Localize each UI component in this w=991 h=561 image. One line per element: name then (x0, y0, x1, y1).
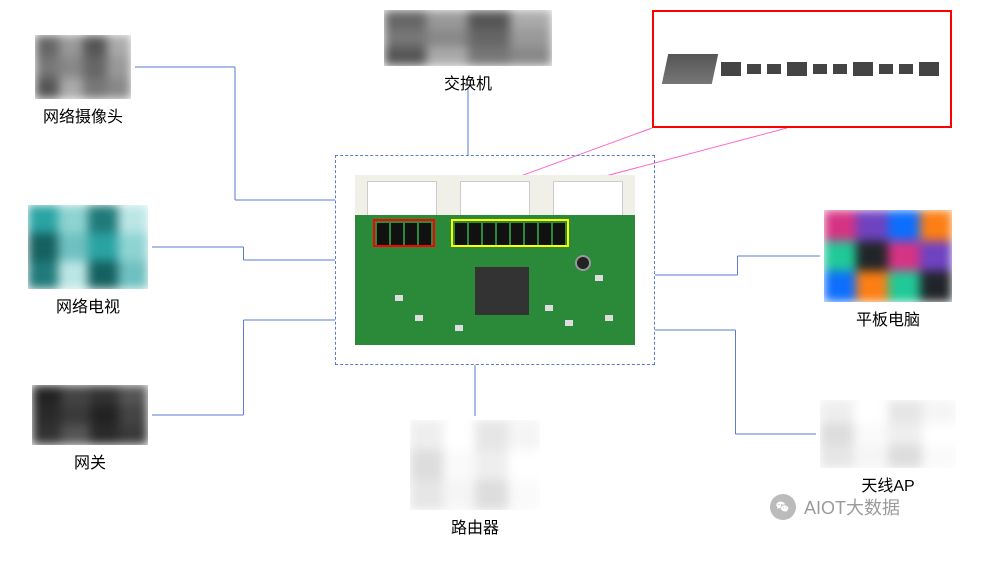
tablet-image (824, 210, 952, 302)
tv-image (28, 205, 148, 289)
ap-image (820, 400, 956, 468)
pcb-ports (355, 175, 635, 215)
router-image (410, 420, 540, 510)
router-label: 路由器 (451, 514, 499, 538)
gateway-image (32, 385, 148, 445)
watermark-text: AIOT大数据 (804, 494, 900, 520)
tv-label: 网络电视 (56, 293, 120, 317)
component-strip-red (373, 219, 435, 247)
component-strip-yellow (451, 219, 569, 247)
node-camera: 网络摄像头 (35, 35, 131, 127)
switch-label: 交换机 (444, 70, 492, 94)
camera-label: 网络摄像头 (43, 103, 123, 127)
wechat-icon (770, 494, 796, 520)
detail-callout-box (652, 10, 952, 128)
tablet-label: 平板电脑 (856, 306, 920, 330)
capacitor (575, 255, 591, 271)
node-tv: 网络电视 (28, 205, 148, 317)
ap-label: 天线AP (861, 472, 914, 496)
camera-image (35, 35, 131, 99)
gateway-label: 网关 (74, 449, 106, 473)
node-switch: 交换机 (384, 10, 552, 94)
node-router: 路由器 (410, 420, 540, 538)
node-gateway: 网关 (32, 385, 148, 473)
switch-image (384, 10, 552, 66)
main-chip (475, 267, 529, 315)
pcb-board (355, 175, 635, 345)
node-ap: 天线AP (820, 400, 956, 496)
center-pcb-box (335, 155, 655, 365)
node-tablet: 平板电脑 (824, 210, 952, 330)
watermark: AIOT大数据 (770, 494, 900, 520)
